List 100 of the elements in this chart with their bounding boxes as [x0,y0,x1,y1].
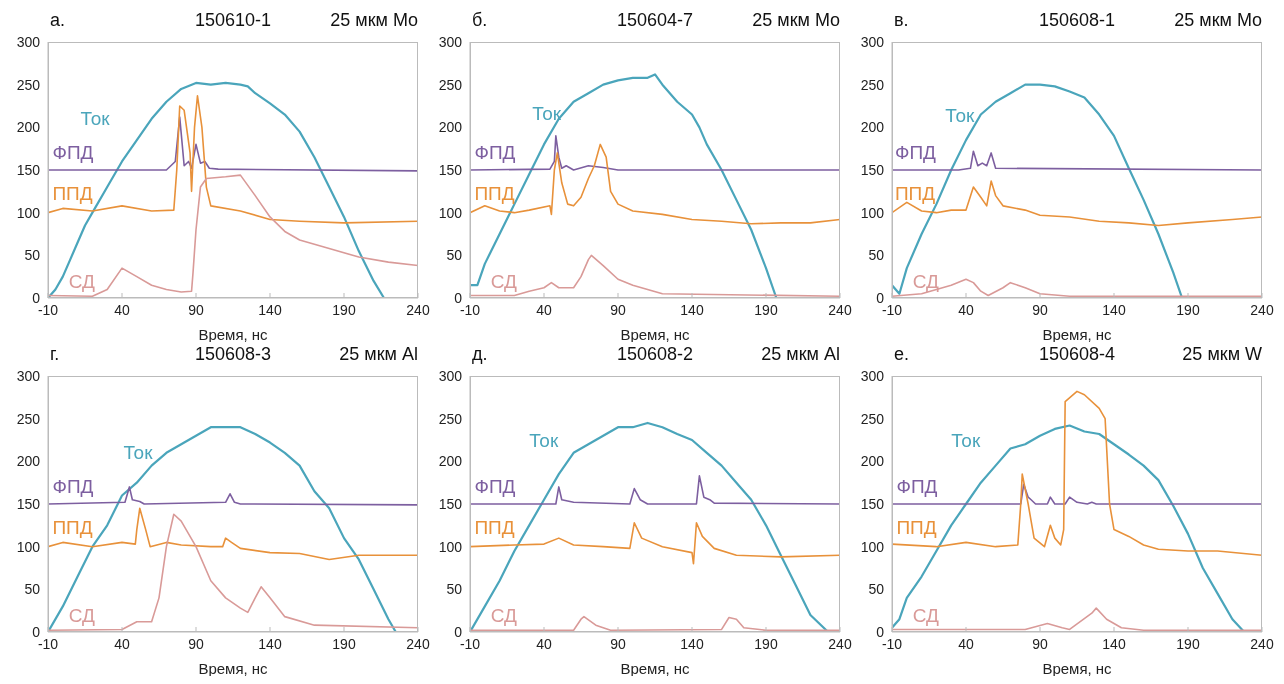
line-series [48,507,418,561]
x-tick-label: 240 [828,635,852,652]
line-series [48,426,397,632]
y-tick-label: 150 [16,161,41,178]
y-tick-label: 50 [24,581,41,598]
y-tick-label: 50 [868,247,885,264]
y-tick-label: 200 [860,119,885,136]
series-label: Ток [529,430,559,452]
series-label: ППД [474,516,515,538]
y-tick-label: 0 [876,623,885,640]
x-tick-label: 140 [1102,635,1126,652]
text: а. [50,10,66,31]
series-label: ФПД [474,141,516,163]
series-label: ППД [52,516,93,538]
y-tick-label: 100 [16,538,41,555]
text: г. [50,344,60,365]
y-tick-label: 50 [446,247,463,264]
y-tick-label: 200 [438,453,463,470]
line-series [892,180,1262,227]
y-tick-label: 250 [438,410,463,427]
chart-title: 150608-1 [1038,10,1116,30]
y-tick-label: 250 [16,410,41,427]
x-tick-label: 90 [1032,301,1048,318]
x-tick-label: 140 [680,635,704,652]
series-label: ППД [52,182,93,204]
line-series [470,73,778,298]
x-tick-label: 90 [188,635,204,652]
y-tick-label: 300 [860,33,885,50]
y-tick-label: 200 [16,119,41,136]
y-tick-label: 50 [868,581,885,598]
x-tick-label: 240 [406,301,430,318]
y-tick-label: 50 [24,247,41,264]
x-tick-label: 90 [1032,635,1048,652]
y-tick-label: 100 [860,204,885,221]
x-tick-label: 40 [536,301,552,318]
text: 25 мкм Mo [1174,10,1262,31]
x-tick-label: 40 [114,301,130,318]
y-tick-label: 50 [446,581,463,598]
y-tick-label: 300 [438,33,463,50]
x-tick-label: 240 [1250,301,1274,318]
y-tick-label: 250 [860,76,885,93]
x-tick-label: 140 [680,301,704,318]
series-label: ППД [894,182,936,204]
series-label: СД [490,605,517,627]
text: 25 мкм Al [761,344,840,365]
series-label: ФПД [896,475,938,497]
x-tick-label: 190 [754,635,778,652]
series-label: СД [490,271,517,293]
x-tick-label: 40 [536,635,552,652]
x-tick-label: 40 [114,635,130,652]
chart-title: 150608-4 [1038,344,1116,364]
y-tick-label: 150 [438,161,463,178]
y-tick-label: 0 [454,289,463,306]
series-label: Ток [945,105,975,126]
x-tick-label: 240 [406,635,430,652]
chart-title: 150608-2 [616,344,694,364]
series-label: Ток [80,107,110,129]
series-label: ФПД [52,141,94,163]
x-tick-label: 140 [258,301,282,318]
line-series [48,94,418,224]
x-tick-label: 240 [1250,635,1274,652]
series-label: СД [68,271,95,293]
series-label: Ток [123,441,153,463]
y-tick-label: 150 [860,495,885,512]
y-tick-label: 0 [32,289,41,306]
line-series [470,143,840,225]
series-label: Ток [532,103,562,125]
x-tick-label: 190 [1176,635,1200,652]
y-tick-label: 200 [16,453,41,470]
series-label: ФПД [52,475,94,497]
series-label: Ток [951,430,981,452]
y-tick-label: 0 [32,623,41,640]
series-label: СД [912,271,939,293]
text: в. [894,10,909,31]
x-tick-label: 40 [958,301,974,318]
x-tick-label: 90 [610,301,626,318]
y-tick-label: 300 [860,367,885,384]
line-series [892,390,1262,556]
y-tick-label: 250 [16,76,41,93]
text: 25 мкм Mo [752,10,840,31]
y-tick-label: 300 [16,367,41,384]
x-tick-label: 190 [754,301,778,318]
text: б. [472,10,488,31]
line-series [470,135,840,171]
line-series [470,521,840,565]
text: 25 мкм W [1182,344,1262,365]
x-tick-label: 140 [1102,301,1126,318]
y-tick-label: 0 [876,289,885,306]
y-tick-label: 300 [438,367,463,384]
line-series [470,475,840,505]
text: 25 мкм Al [339,344,418,365]
y-tick-label: 150 [16,495,41,512]
text: д. [472,344,488,365]
y-tick-label: 250 [438,76,463,93]
x-tick-label: 90 [610,635,626,652]
y-tick-label: 200 [438,119,463,136]
chart-title: 150608-3 [194,344,272,364]
y-tick-label: 300 [16,33,41,50]
chart-title: 150610-1 [194,10,272,30]
x-tick-label: 190 [332,301,356,318]
